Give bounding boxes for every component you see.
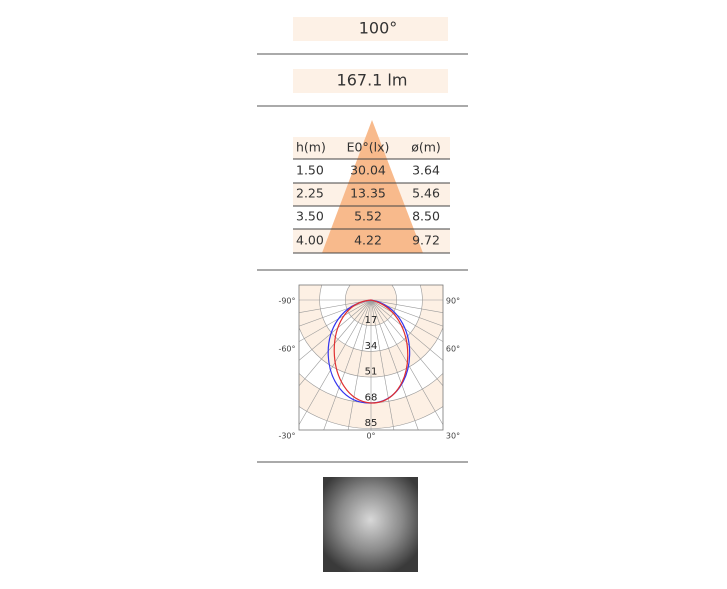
beam-box (293, 17, 448, 41)
table-cell: 13.35 (350, 186, 386, 201)
table-header: E0°(lx) (347, 140, 390, 155)
polar-spoke (370, 299, 443, 361)
angle-label: 30° (446, 432, 460, 441)
polar-spoke (370, 299, 443, 387)
polar-grid (299, 285, 443, 430)
table-header: ø(m) (411, 140, 441, 155)
polar-spoke (323, 299, 372, 430)
angle-label: -60° (278, 345, 295, 354)
table-cell: 2.25 (296, 186, 324, 201)
table-cell: 5.46 (412, 186, 440, 201)
table-cell: 30.04 (350, 163, 386, 178)
illuminance-table: h(m) E0°(lx) ø(m) 1.50 30.04 3.64 2.25 13.35 5.4… (293, 120, 450, 254)
radial-label: 34 (365, 341, 378, 352)
table-cell: 3.64 (412, 163, 440, 178)
polar-spoke (370, 299, 443, 314)
table-cell: 9.72 (412, 233, 440, 248)
curve-c90 (333, 299, 409, 404)
table-cell: 1.50 (296, 163, 324, 178)
angle-label: 0° (366, 432, 375, 441)
polar-spoke (299, 299, 372, 342)
luminous-flux: 167.1 lm (337, 71, 408, 90)
polar-spoke (370, 299, 443, 426)
table-cell: 3.50 (296, 209, 324, 224)
angle-label: -90° (278, 297, 295, 306)
polar-spoke (370, 299, 419, 430)
radial-label: 68 (365, 392, 378, 403)
polar-frame (298, 284, 444, 431)
table-cell: 4.22 (354, 233, 382, 248)
beam-angle: 100° (359, 19, 398, 38)
polar-spoke (299, 299, 372, 387)
angle-label: 60° (446, 345, 460, 354)
table-cell: 4.00 (296, 233, 324, 248)
angle-label: 90° (446, 297, 460, 306)
angle-label: -30° (278, 432, 295, 441)
polar-spoke (299, 299, 372, 314)
polar-spoke (299, 299, 372, 327)
table-header: h(m) (296, 140, 326, 155)
polar-spoke (299, 299, 372, 426)
polar-spoke (370, 299, 443, 342)
polar-spoke (299, 299, 372, 361)
polar-spoke (370, 299, 395, 430)
radial-label: 51 (365, 367, 378, 378)
beam-cone (322, 120, 423, 253)
table-cell: 8.50 (412, 209, 440, 224)
radial-label: 85 (365, 418, 378, 429)
light-spot-image (323, 477, 418, 572)
flux-box (293, 69, 448, 93)
table-cell: 5.52 (354, 209, 382, 224)
polar-spoke (370, 299, 443, 327)
polar-spoke (347, 299, 372, 430)
radial-label: 17 (365, 315, 378, 326)
polar-diagram: -90° 90° -60° 60° -30° 0° 30° 17 34 51 68 85 (278, 284, 460, 441)
